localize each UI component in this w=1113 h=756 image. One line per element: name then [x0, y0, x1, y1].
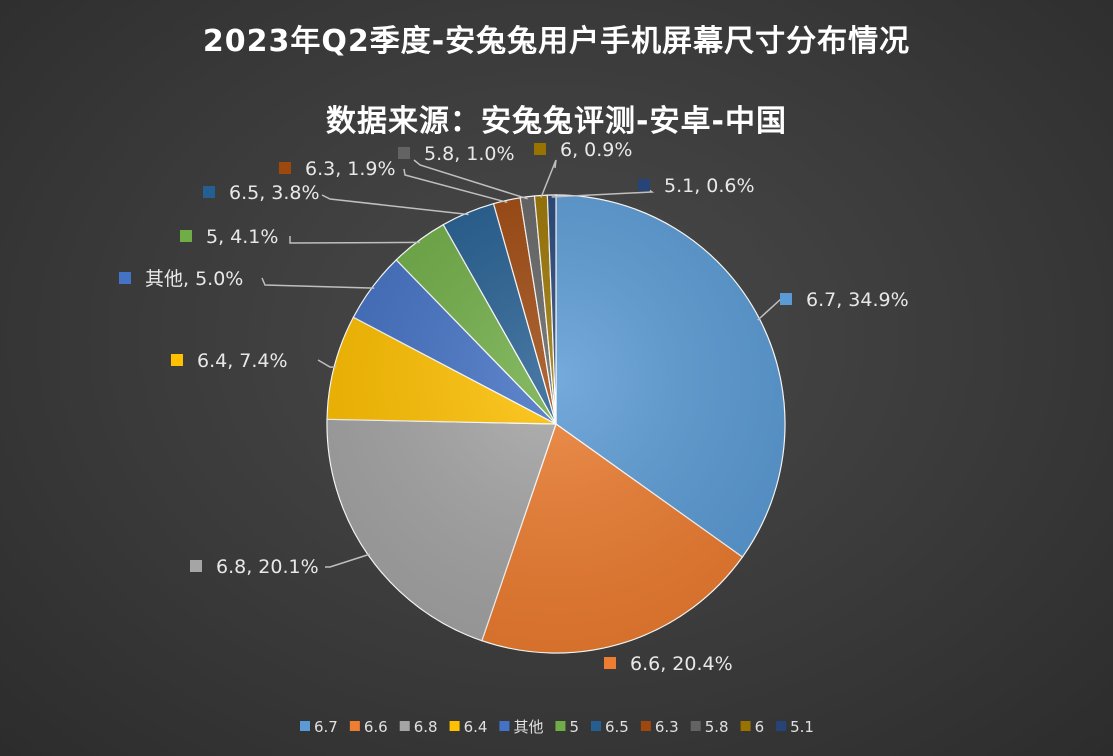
legend-item-6[interactable]: 6	[755, 718, 765, 736]
data-label-6.8: 6.8, 20.1%	[216, 556, 319, 578]
data-label-swatch-6.6	[604, 657, 616, 669]
legend-item-其他[interactable]: 其他	[513, 718, 543, 736]
legend-swatch-5	[555, 721, 566, 731]
data-label-5.1: 5.1, 0.6%	[664, 175, 755, 197]
data-label-其他: 其他, 5.0%	[145, 268, 243, 290]
pie-slices	[326, 194, 786, 654]
legend-swatch-6.7	[300, 721, 310, 731]
data-label-6.7: 6.7, 34.9%	[806, 289, 909, 311]
legend-item-5[interactable]: 5	[569, 718, 579, 736]
leader-line-6.4	[317, 359, 337, 369]
legend-swatch-6.3	[640, 721, 651, 731]
data-label-swatch-5.8	[398, 147, 410, 159]
data-label-5: 5, 4.1%	[206, 226, 278, 248]
leader-line-6	[540, 159, 557, 198]
legend-swatch-6.4	[449, 721, 460, 731]
legend-swatch-6.6	[349, 721, 360, 731]
data-label-swatch-6.3	[279, 162, 291, 174]
data-label-swatch-6.8	[190, 560, 202, 572]
data-label-swatch-6.7	[780, 293, 792, 305]
leader-line-6.3	[403, 168, 508, 204]
data-label-6.4: 6.4, 7.4%	[197, 350, 288, 372]
legend-swatch-6.8	[399, 721, 410, 731]
data-label-6.3: 6.3, 1.9%	[305, 158, 396, 180]
legend-swatch-5.8	[690, 721, 701, 731]
data-label-6.6: 6.6, 20.4%	[630, 653, 733, 675]
data-label-swatch-6.5	[203, 186, 215, 198]
legend-item-6.8[interactable]: 6.8	[414, 718, 438, 736]
data-label-swatch-其他	[119, 272, 131, 284]
legend-item-6.4[interactable]: 6.4	[464, 718, 488, 736]
legend-item-6.6[interactable]: 6.6	[364, 718, 388, 736]
data-label-swatch-5	[180, 230, 192, 242]
chart-subtitle: 数据来源：安兔兔评测-安卓-中国	[326, 104, 787, 139]
leader-line-5.8	[413, 159, 528, 200]
data-label-swatch-6	[534, 143, 546, 155]
legend-swatch-其他	[499, 721, 510, 731]
legend-item-5.8[interactable]: 5.8	[705, 718, 729, 736]
leader-line-其他	[261, 277, 375, 289]
legend-swatch-6	[740, 721, 751, 731]
leader-line-6.7	[757, 297, 783, 321]
leader-line-6.5	[321, 194, 469, 216]
leader-line-6.8	[325, 553, 371, 568]
data-label-swatch-5.1	[638, 179, 650, 191]
leader-line-5	[289, 236, 420, 244]
legend-item-6.3[interactable]: 6.3	[655, 718, 679, 736]
legend-item-6.7[interactable]: 6.7	[314, 718, 338, 736]
chart-title: 2023年Q2季度-安兔兔用户手机屏幕尺寸分布情况	[202, 24, 911, 59]
legend-item-5.1[interactable]: 5.1	[790, 718, 814, 736]
data-label-6: 6, 0.9%	[560, 139, 632, 161]
legend-swatch-6.5	[591, 721, 601, 731]
legend-swatch-5.1	[776, 721, 787, 731]
legend-item-6.5[interactable]: 6.5	[605, 718, 629, 736]
data-label-swatch-6.4	[171, 354, 183, 366]
data-label-6.5: 6.5, 3.8%	[229, 182, 320, 204]
data-label-5.8: 5.8, 1.0%	[424, 143, 515, 165]
data-labels: 6.7, 34.9% 6.6, 20.4% 6.8, 20.1% 6.4, 7.4% 其…	[119, 139, 909, 675]
legend: 6.7 6.6 6.8 6.4 其他 5 6.5 6.3 5.8 6 5.1	[300, 718, 814, 736]
